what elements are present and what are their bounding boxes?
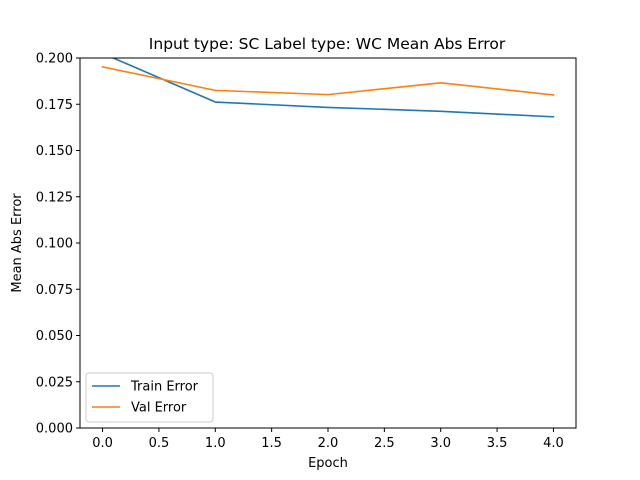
- legend: Train Error Val Error: [85, 372, 214, 423]
- series-line-train-error: [111, 58, 555, 118]
- x-tick-label: 1.0: [205, 436, 226, 451]
- y-tick-label: 0.125: [36, 190, 73, 205]
- x-tick-label: 0.0: [92, 436, 113, 451]
- x-tick-label: 2.5: [374, 436, 395, 451]
- y-tick-label: 0.175: [36, 98, 73, 113]
- y-tick-label: 0.150: [36, 144, 73, 159]
- series-layer: [101, 58, 555, 118]
- x-tick-label: 0.5: [149, 436, 170, 451]
- y-tick-label: 0.075: [36, 283, 73, 298]
- x-tick-label: 3.0: [430, 436, 451, 451]
- y-axis-ticks: 0.000 0.025 0.050 0.075 0.100 0.125 0.150 0.175…: [36, 52, 80, 437]
- y-tick-label: 0.050: [36, 329, 73, 344]
- x-tick-label: 2.0: [318, 436, 339, 451]
- legend-entry-label: Train Error: [130, 380, 199, 395]
- legend-entry-label: Val Error: [131, 401, 187, 416]
- y-tick-label: 0.200: [36, 52, 73, 67]
- series-line-val-error: [101, 65, 555, 96]
- x-axis-label: Epoch: [308, 456, 348, 471]
- x-tick-label: 3.5: [487, 436, 508, 451]
- y-tick-label: 0.100: [36, 237, 73, 252]
- x-tick-label: 4.0: [543, 436, 564, 451]
- y-tick-label: 0.025: [36, 375, 73, 390]
- y-axis-label: Mean Abs Error: [10, 193, 25, 293]
- x-tick-label: 1.5: [261, 436, 282, 451]
- x-axis-ticks: 0.0 0.5 1.0 1.5 2.0 2.5 3.0 3.5 4.0: [92, 428, 564, 451]
- y-tick-label: 0.000: [36, 422, 73, 437]
- chart-title: Input type: SC Label type: WC Mean Abs E…: [149, 35, 506, 53]
- plot-frame: [79, 57, 577, 429]
